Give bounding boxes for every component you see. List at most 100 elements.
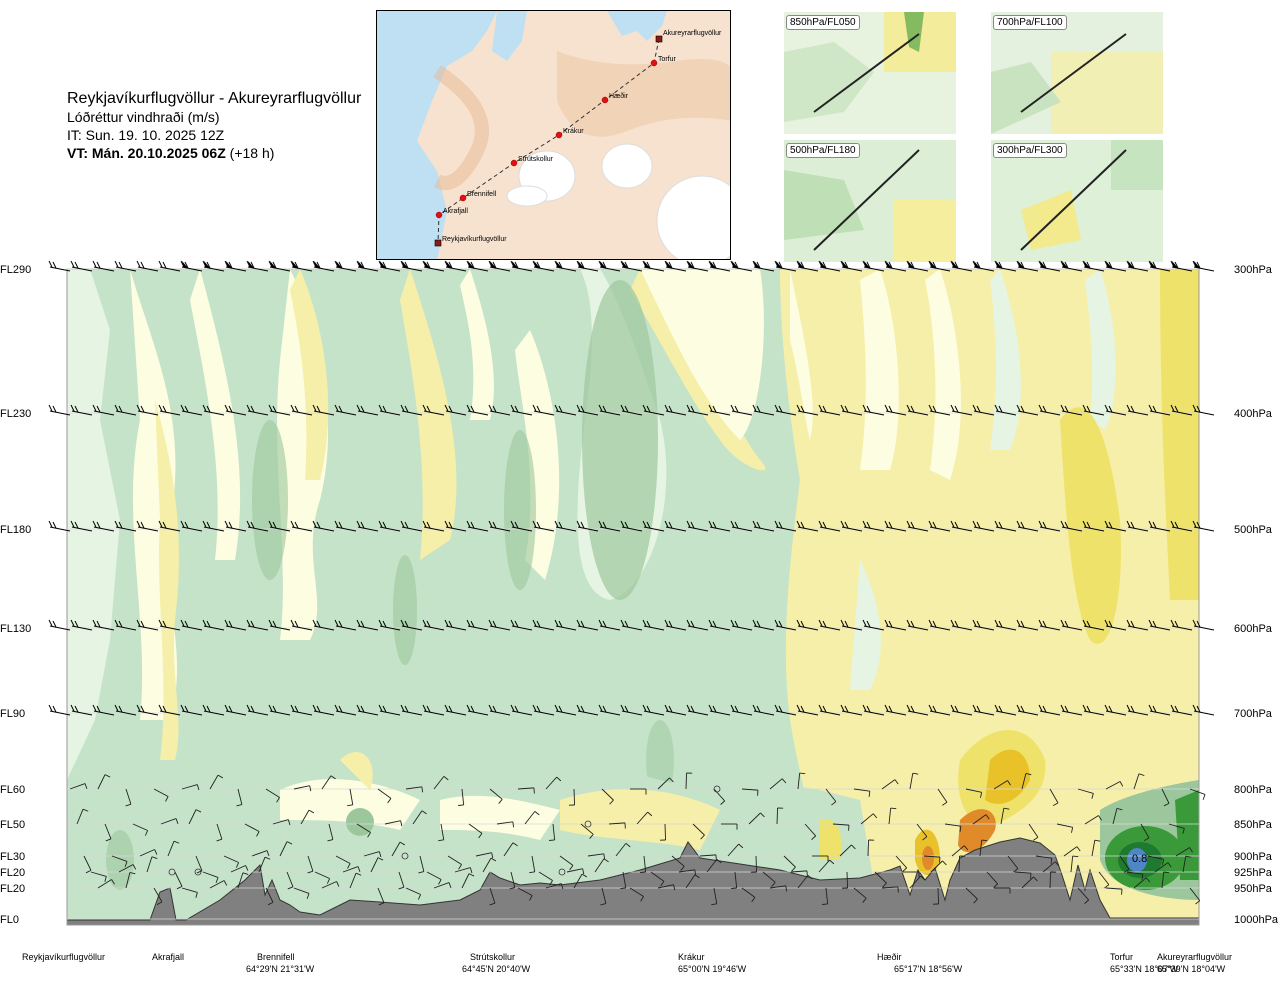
wind-barb <box>774 619 797 631</box>
wind-barb <box>153 788 169 802</box>
wind-barb <box>972 520 995 532</box>
wind-barb <box>223 855 240 868</box>
waypoint-coord: 65°00'N 19°46'W <box>678 964 747 974</box>
wind-barb <box>944 823 962 832</box>
wind-barb <box>136 404 159 416</box>
wind-barb <box>1192 404 1215 416</box>
wind-barb <box>70 404 93 416</box>
wind-barb <box>466 520 489 532</box>
wind-barb <box>752 619 775 631</box>
wind-barb <box>1016 704 1039 716</box>
wind-barb <box>48 260 71 272</box>
wind-barb <box>466 260 489 272</box>
wind-barb <box>881 779 899 790</box>
wind-barb <box>750 855 758 873</box>
wind-barb <box>202 871 219 883</box>
wind-barb <box>90 871 107 882</box>
wind-barb <box>378 260 401 272</box>
wind-barb <box>741 887 756 903</box>
wind-barb <box>1082 404 1105 416</box>
wind-barb <box>268 404 291 416</box>
wind-barb <box>1189 788 1206 800</box>
wind-barb <box>92 619 115 631</box>
wind-barb <box>1028 823 1039 841</box>
wind-barb <box>776 807 784 825</box>
wind-barb <box>202 520 225 532</box>
wind-barb <box>400 619 423 631</box>
wind-barb <box>731 871 738 889</box>
contour-label: 0.8 <box>1132 853 1147 865</box>
wind-barb <box>1105 781 1124 790</box>
wind-barb <box>1148 260 1171 272</box>
wind-barbs <box>48 260 1215 906</box>
wind-barb <box>769 778 787 790</box>
wind-barb <box>246 619 269 631</box>
chart-title-block: Reykjavíkurflugvöllur - Akureyrarflugvöl… <box>67 90 361 162</box>
wind-barb <box>685 874 700 889</box>
wind-barb <box>422 260 445 272</box>
right-axis-label: 700hPa <box>1234 708 1273 720</box>
wind-barb <box>1060 260 1083 272</box>
right-axis-label: 950hPa <box>1234 883 1273 895</box>
wind-barb <box>916 823 928 841</box>
mini-map-label: 500hPa/FL180 <box>786 143 860 158</box>
wind-barb <box>224 704 247 716</box>
wind-barb <box>1056 823 1074 833</box>
wind-barb <box>224 260 247 272</box>
wind-barb <box>405 786 424 793</box>
wind-barb <box>335 855 351 869</box>
wind-barb <box>433 776 449 790</box>
wind-barb <box>378 619 401 631</box>
wind-barb <box>384 820 403 827</box>
waypoint-name: Akrafjall <box>152 952 184 962</box>
wind-barb <box>224 520 247 532</box>
wind-barb <box>422 404 445 416</box>
wind-barb <box>444 404 467 416</box>
wind-barb <box>1119 855 1130 873</box>
wind-barb <box>300 809 315 825</box>
wind-barb <box>818 404 841 416</box>
map-station-label: Strútskollur <box>518 156 554 163</box>
wind-barb <box>180 704 203 716</box>
wind-barb <box>1154 862 1172 873</box>
wind-barb <box>884 404 907 416</box>
wind-barb <box>568 788 576 806</box>
wind-barb <box>532 520 555 532</box>
wind-barb <box>293 887 310 899</box>
wind-barb <box>349 872 362 889</box>
wind-barb <box>1148 704 1171 716</box>
wind-barb <box>70 704 93 716</box>
wind-barb <box>1049 788 1059 807</box>
wind-barb <box>1082 520 1105 532</box>
wind-barb <box>708 704 731 716</box>
wind-barb <box>1098 871 1110 889</box>
map-station-label: Akrafjall <box>443 208 468 215</box>
wind-barb <box>642 619 665 631</box>
wind-barb <box>224 404 247 416</box>
wind-barb <box>1148 520 1171 532</box>
wind-barb <box>840 260 863 272</box>
wind-barb <box>181 887 198 898</box>
wind-barb <box>114 704 137 716</box>
wind-barb <box>224 619 247 631</box>
wind-barb <box>532 619 555 631</box>
wind-barb <box>466 619 489 631</box>
right-axis-label: 1000hPa <box>1234 914 1279 926</box>
waypoint-name: Reykjavíkurflugvöllur <box>22 952 105 962</box>
wind-barb <box>400 704 423 716</box>
wind-barb <box>524 811 540 825</box>
wind-barb <box>69 783 88 790</box>
wind-barb <box>862 260 885 272</box>
wind-barb <box>1126 704 1149 716</box>
wind-barb <box>118 864 137 873</box>
wind-barb <box>965 887 978 904</box>
valid-time: VT: Mán. 20.10.2025 06Z (+18 h) <box>67 144 361 162</box>
route-line: Akureyrarflugvöllur Torfur Hæðir Krákur Strú… <box>434 30 722 247</box>
wind-barb <box>334 260 357 272</box>
right-axis-label: 925hPa <box>1234 867 1273 879</box>
wind-barb <box>972 619 995 631</box>
wind-barb <box>377 788 392 804</box>
wind-barb <box>92 520 115 532</box>
wind-barb <box>664 520 687 532</box>
wind-barb <box>1140 823 1150 842</box>
